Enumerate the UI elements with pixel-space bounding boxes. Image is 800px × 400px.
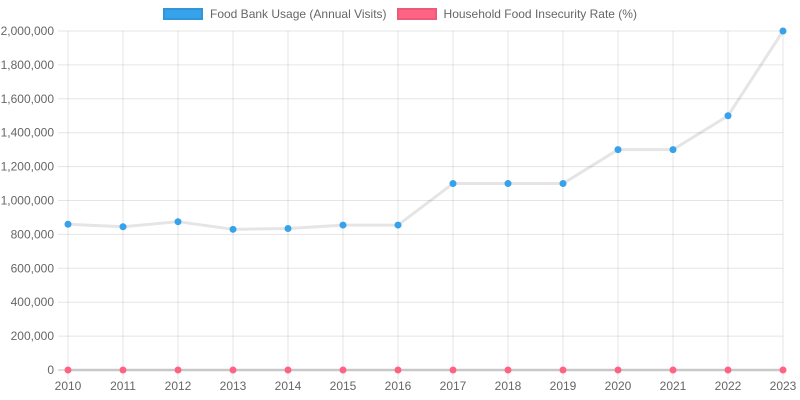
data-point-1-2011 (119, 366, 127, 374)
y-tick-label: 1,600,000 (1, 92, 55, 106)
legend-swatch-1 (396, 8, 437, 20)
chart-legend: Food Bank Usage (Annual Visits) Household… (0, 7, 800, 21)
y-tick-label: 200,000 (11, 329, 55, 343)
data-point-1-2015 (339, 366, 347, 374)
x-tick-label: 2013 (220, 379, 247, 393)
x-tick-label: 2016 (385, 379, 412, 393)
y-tick-label: 600,000 (11, 261, 55, 275)
y-tick-label: 1,200,000 (1, 160, 55, 174)
data-point-1-2022 (724, 366, 732, 374)
data-point-1-2021 (669, 366, 677, 374)
data-point-1-2012 (174, 366, 182, 374)
y-tick-label: 800,000 (11, 227, 55, 241)
data-point-0-2017 (449, 180, 457, 188)
x-tick-label: 2017 (440, 379, 467, 393)
data-point-1-2014 (284, 366, 292, 374)
legend-swatch-0 (163, 8, 203, 20)
x-tick-label: 2021 (660, 379, 687, 393)
data-point-1-2020 (614, 366, 622, 374)
data-point-1-2023 (779, 366, 787, 374)
legend-item-0[interactable]: Food Bank Usage (Annual Visits) (163, 7, 387, 21)
data-point-1-2019 (559, 366, 567, 374)
x-tick-label: 2012 (165, 379, 192, 393)
legend-label-0: Food Bank Usage (Annual Visits) (210, 7, 387, 21)
data-point-0-2022 (724, 112, 732, 120)
y-tick-label: 0 (47, 363, 54, 377)
data-point-0-2018 (504, 180, 512, 188)
data-point-0-2020 (614, 146, 622, 154)
x-tick-label: 2014 (275, 379, 302, 393)
y-tick-label: 2,000,000 (1, 24, 55, 38)
data-point-1-2016 (394, 366, 402, 374)
x-tick-label: 2022 (715, 379, 742, 393)
data-point-0-2010 (64, 220, 72, 228)
x-tick-label: 2010 (55, 379, 82, 393)
data-point-0-2015 (339, 221, 347, 229)
x-tick-label: 2011 (110, 379, 136, 393)
data-point-1-2017 (449, 366, 457, 374)
x-tick-label: 2015 (330, 379, 357, 393)
data-point-1-2013 (229, 366, 237, 374)
x-tick-label: 2019 (550, 379, 577, 393)
y-tick-label: 1,400,000 (1, 126, 55, 140)
x-tick-label: 2018 (495, 379, 522, 393)
y-tick-label: 1,000,000 (1, 194, 55, 208)
x-tick-label: 2023 (770, 379, 797, 393)
data-point-0-2011 (119, 223, 127, 231)
data-point-1-2018 (504, 366, 512, 374)
y-tick-label: 400,000 (11, 295, 55, 309)
data-point-0-2016 (394, 221, 402, 229)
data-point-0-2014 (284, 224, 292, 232)
legend-label-1: Household Food Insecurity Rate (%) (443, 7, 637, 21)
x-tick-label: 2020 (605, 379, 632, 393)
data-point-0-2023 (779, 27, 787, 35)
y-tick-label: 1,800,000 (1, 58, 55, 72)
legend-item-1[interactable]: Household Food Insecurity Rate (%) (396, 7, 637, 21)
data-point-0-2013 (229, 225, 237, 233)
data-point-1-2010 (64, 366, 72, 374)
series-line-0 (67, 30, 785, 231)
data-point-0-2021 (669, 146, 677, 154)
data-point-0-2012 (174, 218, 182, 226)
data-point-0-2019 (559, 180, 567, 188)
